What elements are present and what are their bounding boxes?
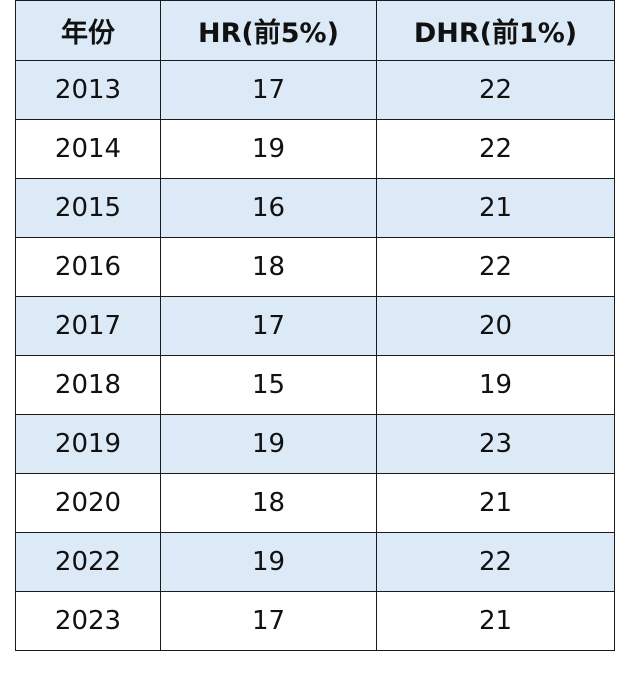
cell-dhr: 22 [376, 532, 615, 592]
cell-hr: 19 [160, 532, 377, 592]
table-row: 2022 19 22 [15, 532, 615, 592]
cell-year: 2023 [15, 591, 161, 651]
cell-year: 2016 [15, 237, 161, 297]
cell-dhr: 22 [376, 119, 615, 179]
cell-year: 2014 [15, 119, 161, 179]
cell-hr: 17 [160, 591, 377, 651]
cell-year: 2019 [15, 414, 161, 474]
cell-hr: 19 [160, 119, 377, 179]
table-row: 2020 18 21 [15, 473, 615, 533]
table-row: 2014 19 22 [15, 119, 615, 179]
cell-dhr: 22 [376, 237, 615, 297]
cell-dhr: 21 [376, 178, 615, 238]
cell-year: 2013 [15, 60, 161, 120]
cell-year: 2017 [15, 296, 161, 356]
cell-dhr: 21 [376, 473, 615, 533]
table-body: 2013 17 22 2014 19 22 2015 16 21 2016 18… [15, 60, 615, 651]
cell-dhr: 20 [376, 296, 615, 356]
table-row: 2015 16 21 [15, 178, 615, 238]
cell-year: 2022 [15, 532, 161, 592]
table-row: 2018 15 19 [15, 355, 615, 415]
cell-hr: 18 [160, 473, 377, 533]
cell-hr: 17 [160, 296, 377, 356]
table-header: 年份 HR(前5%) DHR(前1%) [15, 0, 615, 61]
table-row: 2019 19 23 [15, 414, 615, 474]
cell-hr: 19 [160, 414, 377, 474]
cell-year: 2018 [15, 355, 161, 415]
header-cell-dhr: DHR(前1%) [376, 0, 615, 61]
cell-dhr: 21 [376, 591, 615, 651]
cell-hr: 17 [160, 60, 377, 120]
cell-hr: 15 [160, 355, 377, 415]
cell-year: 2020 [15, 473, 161, 533]
data-table: 年份 HR(前5%) DHR(前1%) 2013 17 22 2014 19 2… [15, 0, 615, 651]
cell-hr: 16 [160, 178, 377, 238]
table-row: 2016 18 22 [15, 237, 615, 297]
cell-year: 2015 [15, 178, 161, 238]
header-row: 年份 HR(前5%) DHR(前1%) [15, 0, 615, 61]
table-row: 2023 17 21 [15, 591, 615, 651]
header-cell-year: 年份 [15, 0, 161, 61]
header-cell-hr: HR(前5%) [160, 0, 377, 61]
table-row: 2017 17 20 [15, 296, 615, 356]
cell-dhr: 23 [376, 414, 615, 474]
cell-dhr: 19 [376, 355, 615, 415]
cell-dhr: 22 [376, 60, 615, 120]
cell-hr: 18 [160, 237, 377, 297]
table-row: 2013 17 22 [15, 60, 615, 120]
